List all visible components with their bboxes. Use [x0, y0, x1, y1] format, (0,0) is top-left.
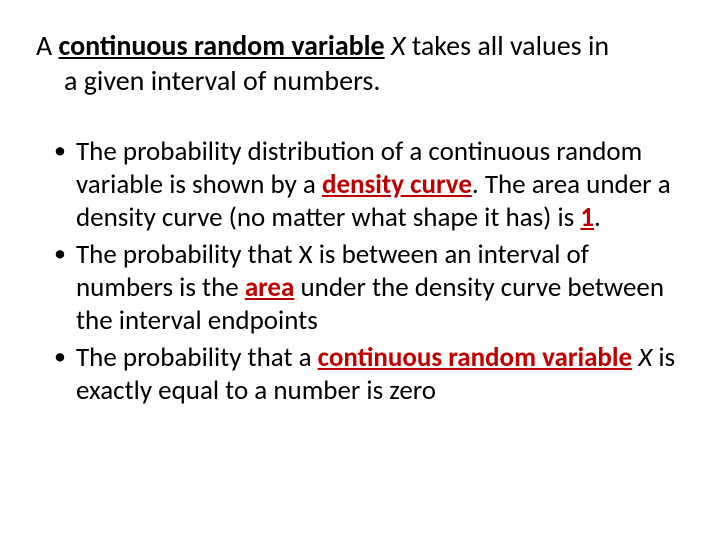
slide-heading: A continuous random variable X takes all…: [30, 28, 690, 98]
heading-rest: takes all values in: [406, 28, 610, 63]
bullet-list: The probability distribution of a contin…: [30, 136, 690, 408]
b2-term-area: area: [245, 271, 295, 304]
b3-text1: The probability that a: [76, 341, 318, 374]
bullet-item-2: The probability that X is between an int…: [54, 239, 690, 338]
b1-term-density-curve: density curve: [322, 168, 472, 201]
b3-variable: X: [638, 341, 652, 374]
b1-term-one: 1: [580, 201, 594, 234]
heading-variable: X: [391, 28, 406, 63]
slide-container: A continuous random variable X takes all…: [0, 0, 720, 540]
bullet-item-3: The probability that a continuous random…: [54, 342, 690, 408]
heading-term: continuous random variable: [59, 28, 385, 63]
heading-line2: a given interval of numbers.: [36, 63, 690, 98]
heading-text-prefix: A: [36, 28, 59, 63]
bullet-item-1: The probability distribution of a contin…: [54, 136, 690, 235]
b3-term-crv: continuous random variable: [318, 341, 632, 374]
b1-text3: .: [594, 201, 601, 234]
